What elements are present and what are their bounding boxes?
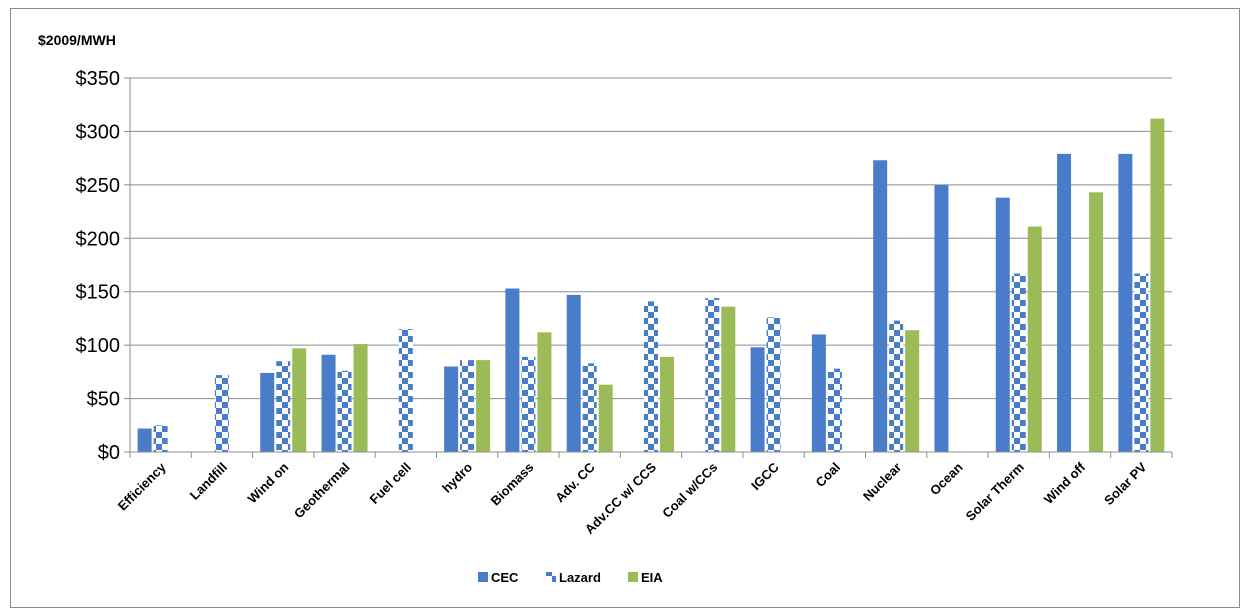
x-tick-label: Ocean — [927, 459, 966, 498]
bar-lazard — [398, 329, 413, 452]
bar-eia — [353, 344, 368, 452]
bar-cec — [873, 160, 888, 452]
bar-lazard — [827, 368, 842, 452]
y-axis-title: $2009/MWH — [38, 32, 116, 48]
labels: $0 $50 $100 $150 $200 $250 $300 $350 Efficiency L… — [76, 68, 1150, 537]
bar-lazard — [460, 360, 475, 452]
bar-eia — [660, 356, 674, 452]
legend-swatch — [478, 572, 488, 582]
bar-lazard — [582, 363, 597, 452]
legend-swatch — [628, 572, 638, 582]
bar-lazard — [705, 298, 720, 452]
bar-eia — [537, 332, 552, 452]
x-tick-label: Adv. CC — [552, 459, 598, 505]
x-tick-label: Biomass — [488, 460, 537, 509]
bar-cec — [137, 428, 152, 452]
legend-label: CEC — [491, 570, 519, 585]
x-tick-label: IGCC — [748, 459, 782, 493]
y-tick-label: $300 — [76, 121, 121, 143]
bar-lazard — [521, 356, 536, 452]
bar-cec — [260, 372, 275, 452]
x-tick-label: Wind off — [1041, 459, 1089, 507]
x-tick-label: Efficiency — [115, 459, 170, 514]
x-tick-label: Coal — [812, 460, 843, 491]
x-tick-label: Solar Therm — [963, 460, 1027, 524]
bar-eia — [598, 384, 613, 452]
bar-lazard — [337, 370, 352, 452]
bar-eia — [1027, 226, 1042, 452]
legend-label: EIA — [641, 570, 663, 585]
bar-eia — [721, 306, 736, 452]
bar-cec — [321, 354, 336, 452]
x-tick-label: Geothermal — [291, 460, 353, 522]
y-tick-label: $200 — [76, 228, 121, 250]
x-tick-label: Solar PV — [1101, 459, 1150, 508]
x-tick-label: Wind on — [245, 459, 292, 506]
legend-label: Lazard — [559, 570, 601, 585]
legend: CEC Lazard EIA — [478, 570, 663, 585]
bar-cec — [1057, 153, 1072, 452]
y-tick-label: $100 — [76, 335, 121, 357]
bar-lazard — [276, 361, 291, 452]
bar-lazard — [153, 425, 168, 452]
x-tick-label: Fuel cell — [367, 460, 414, 507]
bar-eia — [292, 348, 307, 452]
bar-cec — [566, 294, 581, 452]
bar-lazard — [889, 320, 904, 452]
axes — [124, 77, 1173, 458]
bar-lazard — [1011, 273, 1026, 452]
legend-swatch — [546, 572, 556, 582]
bar-eia — [1150, 118, 1165, 452]
y-tick-label: $0 — [98, 442, 120, 464]
bar-lazard — [1134, 273, 1149, 452]
bar-lazard — [766, 317, 781, 452]
bar-cec — [1118, 153, 1133, 452]
bar-eia — [476, 360, 491, 452]
bar-cec — [505, 288, 520, 452]
bar-cec — [995, 197, 1010, 452]
bars — [137, 118, 1165, 452]
bar-cec — [750, 347, 765, 452]
x-tick-label: Nuclear — [860, 460, 904, 504]
x-tick-label: hydro — [439, 459, 475, 495]
bar-lazard — [644, 301, 658, 452]
bar-eia — [905, 330, 920, 452]
bar-cec — [934, 184, 949, 452]
bar-lazard — [214, 375, 229, 452]
y-tick-label: $350 — [76, 68, 121, 90]
y-tick-label: $50 — [87, 389, 120, 411]
x-tick-label: Landfill — [187, 460, 230, 503]
bar-eia — [1089, 192, 1104, 452]
y-tick-label: $250 — [76, 175, 121, 197]
bar-cec — [811, 334, 826, 452]
bar-cec — [444, 366, 459, 452]
x-tick-label: Coal w/CCs — [659, 460, 720, 521]
y-tick-label: $150 — [76, 282, 121, 304]
